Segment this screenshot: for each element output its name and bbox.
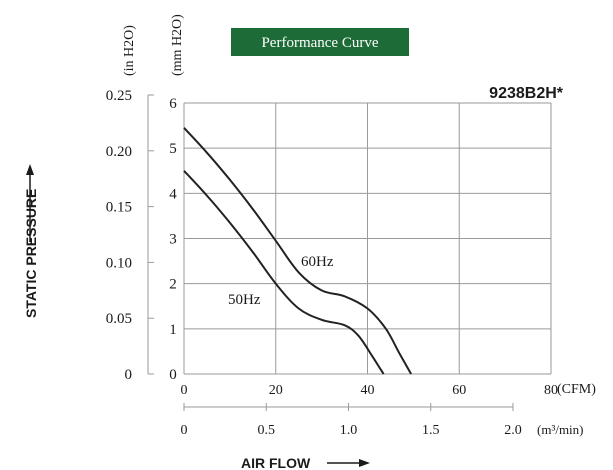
x-tick-label: 0 bbox=[181, 383, 188, 398]
x-tick-label: 40 bbox=[361, 383, 375, 398]
y-tick-label: 0 bbox=[169, 367, 177, 383]
y2-tick-label: 0.20 bbox=[106, 144, 132, 160]
y2-tick-label: 0.25 bbox=[106, 88, 132, 104]
series-label-60hz: 60Hz bbox=[301, 254, 334, 270]
x2-unit-label: (m³/min) bbox=[537, 422, 584, 437]
x2-tick-label: 0 bbox=[181, 423, 188, 438]
x-tick-label: 60 bbox=[452, 383, 466, 398]
y-tick-label: 3 bbox=[169, 232, 177, 248]
y-tick-label: 5 bbox=[169, 141, 177, 157]
y2-tick-label: 0.10 bbox=[106, 255, 132, 271]
y-tick-label: 1 bbox=[169, 322, 177, 338]
y2-unit-label: (in H2O) bbox=[122, 25, 137, 76]
series-curve-50hz bbox=[183, 170, 385, 375]
x2-tick-label: 1.0 bbox=[340, 423, 358, 438]
series-label-50hz: 50Hz bbox=[228, 292, 261, 308]
y2-tick-label: 0.05 bbox=[106, 311, 132, 327]
chart-title: Performance Curve bbox=[261, 35, 378, 51]
title-banner bbox=[231, 28, 409, 56]
series-curve-60hz bbox=[183, 127, 412, 375]
y-tick-label: 2 bbox=[169, 277, 177, 293]
y-unit-label: (mm H2O) bbox=[170, 14, 185, 76]
y-axis-arrowhead bbox=[26, 164, 34, 175]
y-tick-label: 4 bbox=[169, 186, 177, 202]
x-axis-title: AIR FLOW bbox=[241, 455, 311, 470]
x-unit-label: (CFM) bbox=[557, 382, 596, 397]
x2-tick-label: 1.5 bbox=[422, 423, 440, 438]
y-tick-label: 6 bbox=[169, 96, 177, 112]
model-number: 9238B2H* bbox=[489, 85, 564, 102]
y-axis-title: STATIC PRESSURE bbox=[23, 189, 39, 318]
x-tick-label: 20 bbox=[269, 383, 283, 398]
y2-tick-label: 0.15 bbox=[106, 200, 132, 216]
y2-tick-label: 0 bbox=[125, 367, 133, 383]
x-tick-label: 80 bbox=[544, 383, 558, 398]
x2-tick-label: 2.0 bbox=[504, 423, 522, 438]
x2-tick-label: 0.5 bbox=[258, 423, 276, 438]
x-axis-arrowhead bbox=[359, 459, 370, 467]
